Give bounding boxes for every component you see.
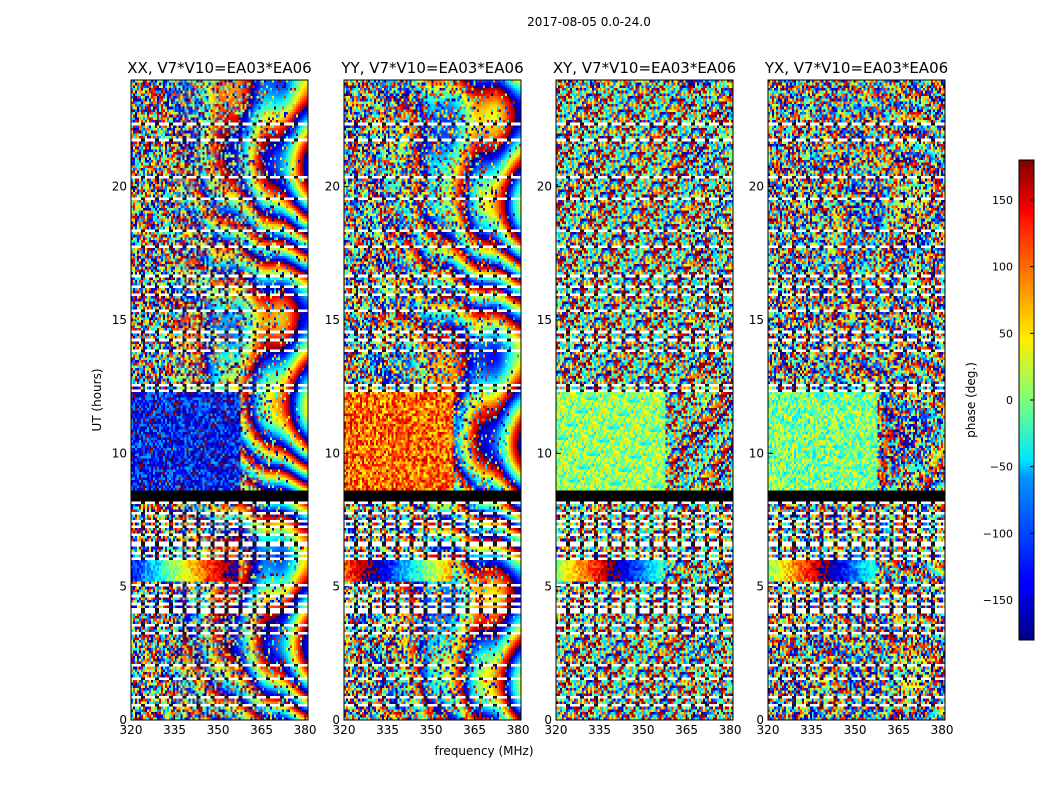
colorbar-label: phase (deg.): [964, 362, 978, 438]
panel-yx: YX, V7*V10=EA03*EA06 320 335 350 365 380 0 5 10 1…: [749, 59, 954, 737]
y-tick-label: 15: [537, 313, 552, 327]
x-tick-label: 350: [844, 723, 867, 737]
x-tick-label: 320: [757, 723, 780, 737]
heatmap-yy: [344, 80, 521, 720]
x-tick-label: 380: [931, 723, 954, 737]
panel-frame: [343, 79, 522, 721]
y-tick-label: 15: [325, 313, 340, 327]
y-tick-label: 0: [756, 713, 764, 727]
panel-frame: [555, 79, 734, 721]
x-tick-label: 335: [163, 723, 186, 737]
colorbar-tick-label: −100: [983, 527, 1013, 540]
panel-title: YX, V7*V10=EA03*EA06: [764, 59, 948, 77]
x-tick-label: 365: [887, 723, 910, 737]
y-tick-label: 5: [544, 580, 552, 594]
y-tick-label: 5: [119, 580, 127, 594]
x-tick-label: 365: [675, 723, 698, 737]
x-tick-label: 365: [250, 723, 273, 737]
y-tick-label: 0: [544, 713, 552, 727]
heatmap-yx: [768, 80, 945, 720]
heatmap-xx: [131, 80, 308, 720]
x-tick-label: 320: [333, 723, 356, 737]
x-tick-label: 350: [632, 723, 655, 737]
panels-layer: XX, V7*V10=EA03*EA06 320 335 350 365 380 0 5 10 1…: [112, 59, 954, 737]
colorbar-ticks: −150 −100 −50 0 50 100 150: [983, 194, 1034, 607]
panel-title: YY, V7*V10=EA03*EA06: [340, 59, 523, 77]
x-tick-label: 365: [463, 723, 486, 737]
y-tick-label: 20: [112, 180, 127, 194]
panel-xy: XY, V7*V10=EA03*EA06 320 335 350 365 380 0 5 10 1…: [537, 59, 742, 737]
y-tick-label: 20: [325, 180, 340, 194]
y-axis-label: UT (hours): [90, 368, 104, 431]
colorbar: −150 −100 −50 0 50 100 150 phase (deg.): [964, 159, 1035, 641]
x-tick-label: 320: [545, 723, 568, 737]
x-tick-label: 350: [420, 723, 443, 737]
x-tick-label: 335: [588, 723, 611, 737]
y-tick-label: 10: [112, 446, 127, 460]
y-tick-label: 10: [749, 446, 764, 460]
heatmap-xy: [556, 80, 733, 720]
panel-title: XY, V7*V10=EA03*EA06: [553, 59, 736, 77]
y-tick-label: 0: [332, 713, 340, 727]
y-tick-label: 20: [537, 180, 552, 194]
colorbar-tick-label: −150: [983, 594, 1013, 607]
colorbar-tick-label: 50: [999, 327, 1013, 340]
x-tick-label: 320: [120, 723, 143, 737]
x-tick-label: 380: [719, 723, 742, 737]
panel-xx: XX, V7*V10=EA03*EA06 320 335 350 365 380 0 5 10 1…: [112, 59, 317, 737]
y-tick-label: 10: [325, 446, 340, 460]
colorbar-tick-label: 150: [992, 194, 1013, 207]
x-axis-label: frequency (MHz): [434, 744, 533, 758]
y-tick-label: 5: [332, 580, 340, 594]
panel-frame: [767, 79, 946, 721]
figure-title: 2017-08-05 0.0-24.0: [527, 15, 651, 29]
panel-title: XX, V7*V10=EA03*EA06: [127, 59, 311, 77]
panel-frame: [130, 79, 309, 721]
y-tick-label: 15: [749, 313, 764, 327]
y-tick-label: 0: [119, 713, 127, 727]
x-tick-label: 335: [800, 723, 823, 737]
x-tick-label: 350: [207, 723, 230, 737]
panel-yy: YY, V7*V10=EA03*EA06 320 335 350 365 380 0 5 10 1…: [325, 59, 530, 737]
x-tick-label: 380: [507, 723, 530, 737]
colorbar-tick-label: 100: [992, 261, 1013, 274]
x-tick-label: 335: [376, 723, 399, 737]
colorbar-tick-label: −50: [990, 461, 1013, 474]
y-tick-label: 15: [112, 313, 127, 327]
y-tick-label: 10: [537, 446, 552, 460]
y-tick-label: 5: [756, 580, 764, 594]
x-tick-label: 380: [294, 723, 317, 737]
y-tick-label: 20: [749, 180, 764, 194]
colorbar-tick-label: 0: [1006, 394, 1013, 407]
